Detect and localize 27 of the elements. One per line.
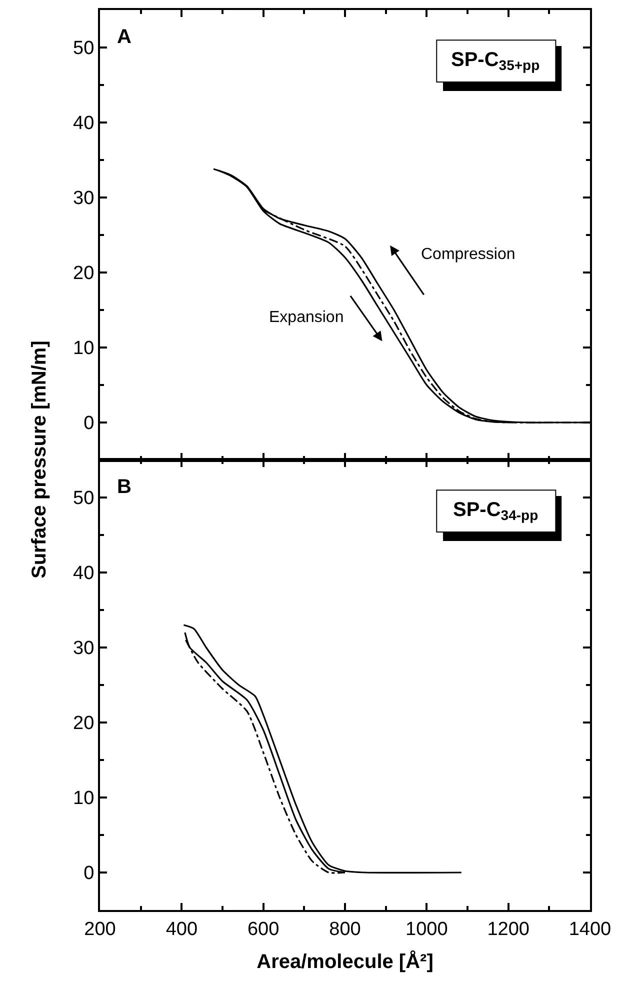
y-tick-label: 20 <box>73 713 94 734</box>
y-tick-label: 50 <box>73 38 94 60</box>
x-tick-label: 1400 <box>568 918 612 940</box>
y-tick-label: 0 <box>84 863 94 884</box>
annotation: SP-C$_{34-pp}$ <box>453 499 538 524</box>
y-axis-title: Surface pressure [mN/m] <box>28 340 50 578</box>
y-tick-label: 40 <box>73 563 94 584</box>
y-tick-label: 0 <box>84 413 94 434</box>
x-tick-label: 1200 <box>487 918 530 940</box>
x-tick-label: 200 <box>84 918 116 940</box>
x-tick-label: 1000 <box>406 918 448 940</box>
y-tick-label: 10 <box>73 788 94 810</box>
annotation: Compression <box>421 246 516 263</box>
x-tick-label: 400 <box>166 918 198 940</box>
annotation: SP-C$_{35+pp}$ <box>451 49 540 74</box>
text: A <box>117 26 132 48</box>
y-tick-label: 30 <box>73 638 94 660</box>
y-tick-label: 20 <box>73 263 94 284</box>
y-tick-label: 50 <box>73 488 94 510</box>
y-tick-label: 10 <box>73 338 94 360</box>
x-axis-title: Area/molecule [Å²] <box>256 950 434 973</box>
annotation: Expansion <box>269 309 344 326</box>
text: B <box>117 476 132 498</box>
x-tick-label: 600 <box>247 918 280 940</box>
y-tick-label: 40 <box>73 113 94 134</box>
y-tick-label: 30 <box>73 188 94 210</box>
x-tick-label: 800 <box>329 918 361 940</box>
